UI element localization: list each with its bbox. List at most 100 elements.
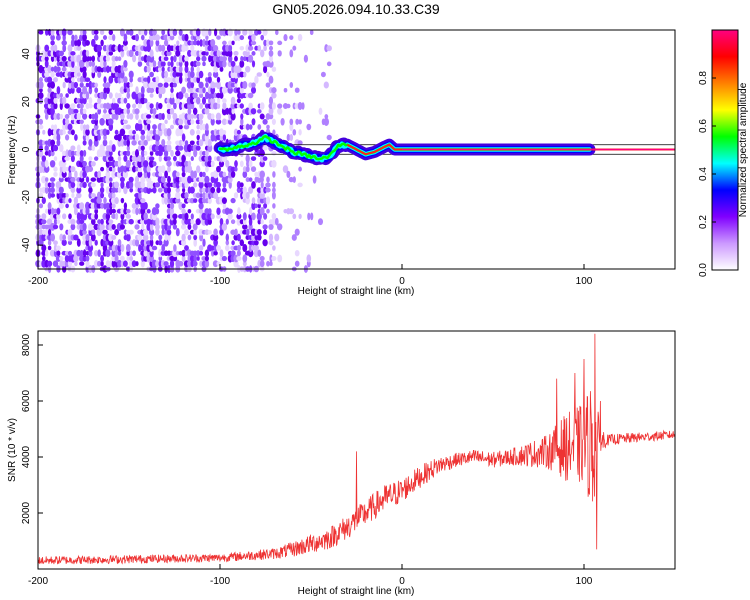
heatmap-cell <box>96 44 102 52</box>
heatmap-cell <box>42 140 46 146</box>
heatmap-cell <box>85 124 90 130</box>
heatmap-cell <box>213 244 218 252</box>
heatmap-cell <box>173 244 177 252</box>
heatmap-cell <box>53 102 58 110</box>
spectrogram-x-label: Height of straight line (km) <box>298 286 415 297</box>
heatmap-cell <box>79 219 85 225</box>
heatmap-cell <box>59 223 64 231</box>
heatmap-cell <box>93 30 99 35</box>
heatmap-cell <box>105 55 111 62</box>
heatmap-cell <box>199 39 203 47</box>
heatmap-cell <box>61 60 67 68</box>
heatmap-cell <box>245 228 250 236</box>
heatmap-cell <box>167 61 171 67</box>
heatmap-cell <box>59 101 63 111</box>
heatmap-cell <box>76 65 82 73</box>
heatmap-cell <box>140 86 145 95</box>
heatmap-cell <box>227 213 233 220</box>
heatmap-cell <box>163 56 169 62</box>
heatmap-cell <box>239 45 245 51</box>
heatmap-cell <box>268 223 274 231</box>
heatmap-cell <box>59 97 63 104</box>
heatmap-cell <box>193 170 197 179</box>
heatmap-cell <box>91 38 96 47</box>
heatmap-cell <box>216 245 221 251</box>
heatmap-cell <box>173 218 177 225</box>
heatmap-cell <box>222 130 227 135</box>
heatmap-cell <box>294 228 300 236</box>
heatmap-cell <box>68 213 72 220</box>
heatmap-cell <box>61 161 67 167</box>
heatmap-cell <box>88 192 93 199</box>
heatmap-cell <box>87 166 94 172</box>
heatmap-cell <box>120 255 125 262</box>
x-tick-label: 0 <box>399 576 405 587</box>
heatmap-cell <box>111 113 116 120</box>
heatmap-cell <box>158 240 163 246</box>
heatmap-cell <box>126 108 130 115</box>
heatmap-cell <box>117 243 122 253</box>
heatmap-cell <box>137 60 143 67</box>
heatmap-cell <box>140 129 146 135</box>
heatmap-cell <box>149 71 154 78</box>
snr-y-label: SNR (10 * v/v) <box>7 418 18 482</box>
heatmap-cell <box>56 86 61 95</box>
heatmap-cell <box>152 29 157 36</box>
heatmap-cell <box>271 92 277 99</box>
heatmap-cell <box>106 129 110 136</box>
heatmap-cell <box>47 149 52 157</box>
heatmap-cell <box>187 112 192 121</box>
heatmap-cell <box>228 107 233 115</box>
heatmap-cell <box>271 102 276 110</box>
heatmap-cell <box>216 54 221 63</box>
colorbar-tick-label: 0.0 <box>698 263 709 277</box>
heatmap-cell <box>119 128 126 137</box>
heatmap-cell <box>88 56 93 62</box>
heatmap-cell <box>56 213 61 220</box>
heatmap-cell <box>158 155 162 162</box>
heatmap-cell <box>59 113 64 120</box>
heatmap-cell <box>189 70 195 79</box>
heatmap-cell <box>103 134 107 141</box>
heatmap-cell <box>47 103 52 109</box>
heatmap-cell <box>80 123 84 131</box>
heatmap-cell <box>178 101 183 111</box>
heatmap-cell <box>277 40 283 46</box>
heatmap-cell <box>198 139 204 147</box>
heatmap-cell <box>85 91 90 100</box>
heatmap-cell <box>259 207 265 216</box>
heatmap-cell <box>201 187 207 193</box>
heatmap-cell <box>134 238 140 247</box>
heatmap-cell <box>138 55 142 62</box>
heatmap-cell <box>196 76 201 84</box>
heatmap-cell <box>207 112 213 121</box>
heatmap-cell <box>142 77 149 82</box>
heatmap-cell <box>193 254 197 263</box>
heatmap-cell <box>67 233 73 242</box>
heatmap-cell <box>242 243 248 253</box>
heatmap-cell <box>193 229 198 236</box>
heatmap-cell <box>146 65 151 73</box>
heatmap-cell <box>160 123 166 131</box>
heatmap-cell <box>184 192 189 199</box>
heatmap-cell <box>221 255 228 262</box>
heatmap-cell <box>134 224 140 230</box>
heatmap-cell <box>292 129 297 136</box>
heatmap-cell <box>67 123 73 131</box>
heatmap-cell <box>166 102 172 110</box>
y-tick-label: 40 <box>21 48 32 60</box>
heatmap-cell <box>143 202 148 210</box>
heatmap-cell <box>88 139 93 147</box>
heatmap-cell <box>79 119 84 125</box>
heatmap-cell <box>65 93 69 98</box>
heatmap-cell <box>84 77 91 83</box>
heatmap-cell <box>242 170 248 179</box>
heatmap-cell <box>263 186 267 194</box>
heatmap-cell <box>161 113 165 120</box>
heatmap-cell <box>166 229 172 236</box>
heatmap-cell <box>53 97 58 104</box>
heatmap-cell <box>131 139 137 146</box>
heatmap-cell <box>269 54 273 63</box>
heatmap-cell <box>326 61 332 67</box>
colorbar-gradient <box>711 29 739 271</box>
